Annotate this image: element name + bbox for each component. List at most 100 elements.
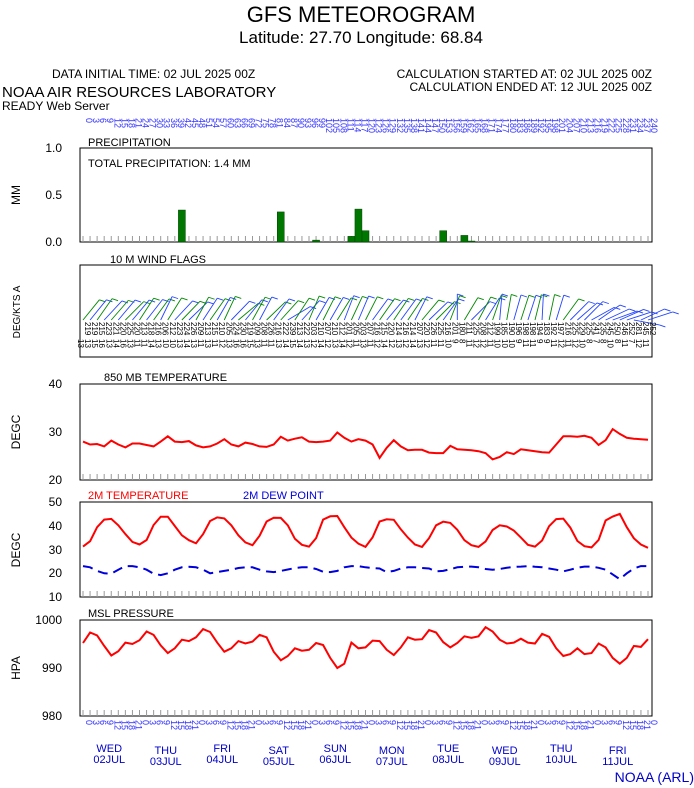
wind-speed-label: 12 bbox=[323, 339, 332, 348]
utc-label: 6 bbox=[98, 720, 108, 725]
t850-ytick-1: 30 bbox=[49, 425, 63, 439]
utc-label: 0 bbox=[593, 720, 603, 725]
wind-barb-feather bbox=[528, 294, 536, 298]
hour-label: 0 bbox=[84, 118, 94, 123]
utc-label: 21 bbox=[359, 720, 369, 730]
wind-speed-label: 11 bbox=[528, 339, 537, 348]
utc-label: 15 bbox=[515, 720, 525, 730]
hour-label: 231 bbox=[628, 118, 638, 133]
server-name: READY Web Server bbox=[2, 99, 110, 113]
utc-label: 21 bbox=[190, 720, 200, 730]
hour-label: 15 bbox=[119, 118, 129, 128]
hour-label: 30 bbox=[155, 118, 165, 128]
hour-label: 219 bbox=[600, 118, 610, 133]
hour-label: 210 bbox=[578, 118, 588, 133]
wind-barb-staff bbox=[400, 298, 417, 321]
wind-barb bbox=[245, 299, 268, 321]
wind-barb bbox=[89, 299, 113, 321]
utc-label: 12 bbox=[451, 720, 461, 730]
hour-label: 159 bbox=[458, 118, 468, 133]
t2m-legend-dew: 2M DEW POINT bbox=[243, 490, 324, 502]
wind-speed-label: 12 bbox=[556, 339, 565, 348]
wind-barb-staff bbox=[449, 295, 460, 321]
hour-label: 99 bbox=[317, 118, 327, 128]
hour-label: 180 bbox=[508, 118, 518, 133]
wind-barb bbox=[456, 293, 464, 320]
utc-label: 3 bbox=[600, 720, 610, 725]
wind-barb-staff bbox=[569, 301, 590, 321]
wind-dir-label: 215 bbox=[210, 322, 219, 336]
wind-dir-label: 226 bbox=[429, 322, 438, 336]
wind-speed-label: 13 bbox=[125, 339, 134, 348]
wind-dir-label: 211 bbox=[464, 322, 473, 335]
hour-label: 87 bbox=[289, 118, 299, 128]
utc-label: 15 bbox=[571, 720, 581, 730]
wind-barb-feather bbox=[261, 299, 268, 303]
wind-barb-feather bbox=[520, 294, 528, 298]
wind-dir-label: 196 bbox=[514, 322, 523, 336]
wind-speed-label: 11 bbox=[196, 339, 205, 348]
wind-dir-label: 223 bbox=[104, 322, 113, 336]
wind-dir-label: 222 bbox=[281, 322, 290, 336]
utc-label: 9 bbox=[162, 720, 172, 725]
t2m-panel: 2M TEMPERATURE 2M DEW POINT DEGC 10 20 3… bbox=[9, 490, 653, 604]
t2m-ytick-3: 40 bbox=[49, 519, 63, 533]
wind-dir-label: 215 bbox=[97, 322, 106, 336]
utc-label: 21 bbox=[416, 720, 426, 730]
wind-barb bbox=[223, 296, 242, 321]
t2m-legend-temp: 2M TEMPERATURE bbox=[88, 490, 188, 502]
wind-barb-staff bbox=[139, 297, 155, 321]
footer-credit: NOAA (ARL) bbox=[615, 769, 694, 785]
wind-speed-label: 14 bbox=[182, 339, 191, 348]
utc-label: 9 bbox=[614, 720, 624, 725]
wind-dir-label: 252 bbox=[648, 322, 657, 336]
wind-barb-staff bbox=[577, 302, 598, 321]
day-date: 06JUL bbox=[319, 754, 351, 766]
wind-dir-label: 245 bbox=[641, 322, 650, 336]
wind-dir-label: 208 bbox=[260, 322, 269, 336]
wind-barb-staff bbox=[336, 297, 352, 321]
wind-barb bbox=[259, 296, 278, 321]
utc-label: 12 bbox=[169, 720, 179, 730]
wind-barb-feather bbox=[541, 294, 548, 298]
wind-speed-label: 11 bbox=[366, 339, 375, 348]
wind-barb-feather bbox=[619, 304, 627, 308]
wind-barb-feather bbox=[288, 298, 296, 302]
wind-barb-feather bbox=[477, 297, 484, 301]
wind-barb-feather bbox=[394, 298, 401, 302]
wind-speed-label: 11 bbox=[521, 339, 530, 348]
wind-barb bbox=[584, 301, 609, 321]
day-date: 08JUL bbox=[432, 754, 464, 766]
day-name: FRI bbox=[609, 745, 627, 757]
hour-label: 189 bbox=[529, 118, 539, 133]
wind-dir-label: 225 bbox=[436, 322, 445, 336]
wind-dir-label: 239 bbox=[288, 322, 297, 336]
wind-barb bbox=[633, 319, 666, 328]
wind-dir-label: 212 bbox=[486, 322, 495, 336]
wind-barb bbox=[252, 296, 272, 321]
wind-speed-label: 11 bbox=[133, 339, 142, 348]
utc-label: 18 bbox=[465, 720, 475, 730]
t2m-ytick-0: 10 bbox=[49, 590, 63, 604]
wind-dir-label: 220 bbox=[118, 322, 127, 336]
wind-speed-label: 10 bbox=[500, 339, 509, 348]
wind-barb-staff bbox=[428, 301, 449, 321]
wind-speed-label: 14 bbox=[281, 339, 290, 348]
day-name: WED bbox=[96, 743, 122, 755]
wind-panel: 10 M WIND FLAGS DEG/KTS A 219 13 219 13 215 1… bbox=[12, 254, 679, 358]
wind-dir-label: 229 bbox=[577, 322, 586, 336]
hour-label: 147 bbox=[430, 118, 440, 133]
wind-barb-staff bbox=[548, 294, 555, 321]
wind-speed-label: 7 bbox=[627, 339, 636, 344]
wind-barb-staff bbox=[379, 298, 395, 321]
wind-barb-feather bbox=[659, 324, 666, 328]
hour-label: 48 bbox=[197, 118, 207, 128]
t2m-ytick-4: 50 bbox=[49, 495, 63, 509]
wind-barb bbox=[555, 294, 570, 321]
wind-barb-staff bbox=[584, 301, 604, 321]
hour-label: 78 bbox=[268, 118, 278, 128]
wind-barb bbox=[336, 297, 358, 321]
hour-label: 105 bbox=[331, 118, 341, 133]
utc-label: 18 bbox=[409, 720, 419, 730]
precip-bar bbox=[347, 236, 356, 243]
